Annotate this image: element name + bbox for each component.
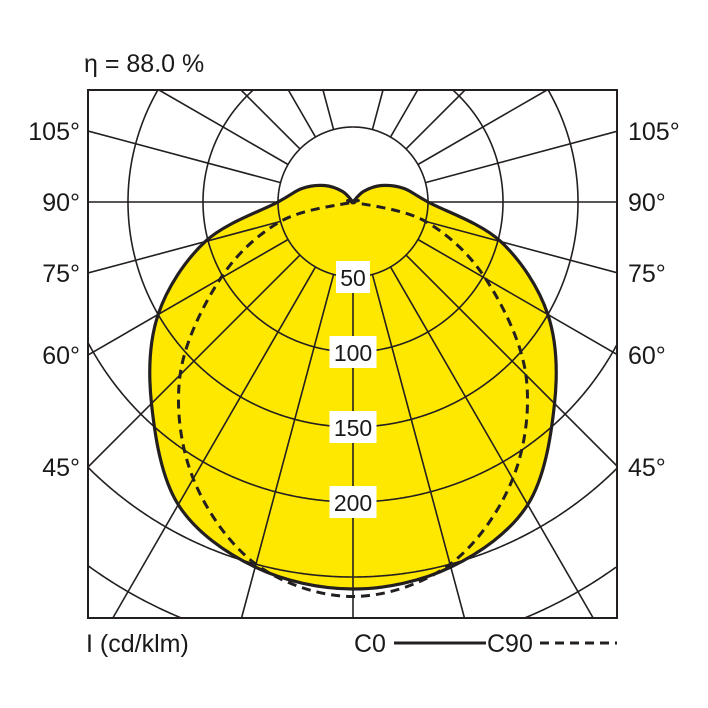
grid-circle-250 [88,466,617,578]
grid-radial-line [88,130,281,184]
grid-radial-line [371,274,466,618]
grid-radial-line [322,90,335,130]
grid-radial-line [240,274,335,618]
grid-radial-line [425,130,617,184]
grid-radial-line [287,90,317,138]
grid-radial-line [240,90,301,150]
grid-circle-300 [88,565,617,618]
angle-label-left: 90° [42,189,80,217]
tick-label-bg [329,411,377,443]
grid-radial-line [88,220,281,274]
tick-label-bg [329,486,377,518]
radial-tick-label: 150 [334,415,372,441]
series-c90-line [176,199,530,599]
grid-radial-line [389,266,594,618]
angle-label-left: 45° [42,454,80,482]
grid-radial-line [88,238,289,356]
radial-tick-label: 50 [340,265,366,291]
legend-c0-label: C0 [354,630,386,658]
unit-label: I (cd/klm) [86,630,189,658]
grid-radial-line [112,266,317,618]
grid-circle-50 [277,126,429,278]
grid-radial-line [389,90,419,138]
grid-radial-line [417,90,548,166]
tick-label-bg [329,336,377,368]
angle-label-right: 90° [628,189,666,217]
angle-label-left: 75° [42,260,80,288]
legend: C0 C90 [354,630,617,658]
angle-label-right: 45° [628,454,666,482]
grid-radial-line [405,90,466,150]
angle-label-right: 60° [628,342,666,370]
chart-title: η = 88.0 % [84,50,204,78]
grid-circle-200 [88,341,617,503]
angle-label-left: 105° [28,118,80,146]
legend-c90-label: C90 [487,630,533,658]
tick-label-bg [336,261,370,293]
grid-radial-line [158,90,289,166]
grid-radial-line [371,90,384,130]
radial-tick-label: 100 [334,340,372,366]
grid-circle-100 [202,90,504,353]
angle-label-right: 105° [628,118,680,146]
angle-label-left: 60° [42,342,80,370]
grid-radial-line [88,254,301,468]
grid-radial-line [405,254,617,467]
angle-label-right: 75° [628,260,666,288]
grid-radial-line [417,238,617,356]
grid-radial-line [425,220,617,274]
radial-tick-label: 200 [334,490,372,516]
plot-frame [87,89,618,619]
series-c0-line [148,183,558,591]
